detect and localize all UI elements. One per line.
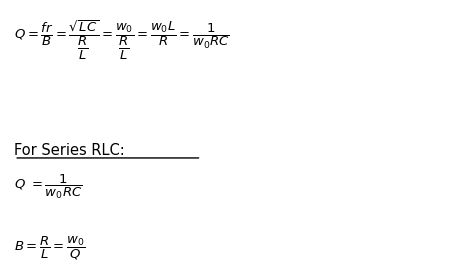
Text: For Series RLC:: For Series RLC: [14, 143, 125, 158]
Text: $B = \dfrac{R}{L} =\dfrac{w_0}{Q}$: $B = \dfrac{R}{L} =\dfrac{w_0}{Q}$ [14, 235, 86, 262]
Text: $Q \ = \dfrac{1}{w_0 RC}$: $Q \ = \dfrac{1}{w_0 RC}$ [14, 173, 83, 201]
Text: $Q = \dfrac{fr}{B} = \dfrac{\sqrt{LC}}{\dfrac{R}{L}} = \dfrac{w_0}{\dfrac{R}{L}}: $Q = \dfrac{fr}{B} = \dfrac{\sqrt{LC}}{\… [14, 19, 230, 62]
